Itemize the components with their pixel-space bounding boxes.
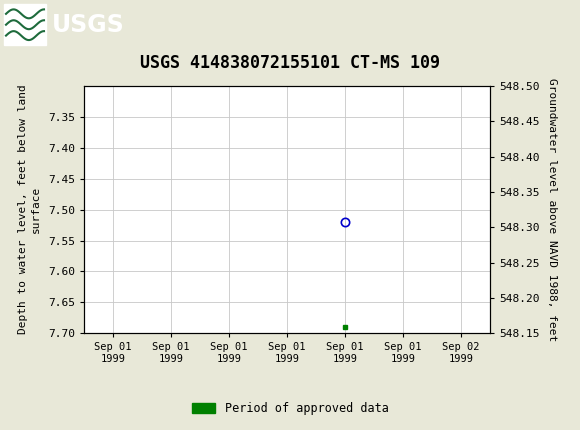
Bar	[4, 4, 46, 46]
Y-axis label: Depth to water level, feet below land
surface: Depth to water level, feet below land su…	[18, 85, 41, 335]
Text: USGS: USGS	[52, 13, 125, 37]
Legend: Period of approved data: Period of approved data	[187, 397, 393, 420]
Y-axis label: Groundwater level above NAVD 1988, feet: Groundwater level above NAVD 1988, feet	[546, 78, 557, 341]
Text: USGS 414838072155101 CT-MS 109: USGS 414838072155101 CT-MS 109	[140, 55, 440, 72]
